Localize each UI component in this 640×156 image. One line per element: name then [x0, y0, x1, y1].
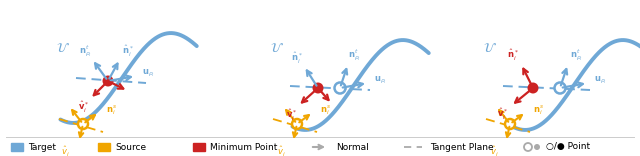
- FancyBboxPatch shape: [193, 143, 205, 151]
- Circle shape: [292, 119, 302, 129]
- Circle shape: [554, 83, 566, 93]
- Text: Target: Target: [28, 142, 56, 151]
- Text: $\mathbf{n}^t_{\rho_i}$: $\mathbf{n}^t_{\rho_i}$: [348, 47, 360, 63]
- Text: $\mathbf{u}_{\rho_i}$: $\mathbf{u}_{\rho_i}$: [141, 67, 154, 79]
- Text: ○/● Point: ○/● Point: [546, 142, 590, 151]
- Circle shape: [505, 119, 515, 129]
- FancyBboxPatch shape: [11, 143, 23, 151]
- Circle shape: [78, 119, 88, 129]
- Text: $\mathbf{n}^t_{\rho_i}$: $\mathbf{n}^t_{\rho_i}$: [570, 47, 582, 63]
- Circle shape: [102, 76, 113, 86]
- Text: $\mathcal{U}$: $\mathcal{U}$: [270, 41, 284, 54]
- Text: $\mathbf{u}_{\rho_i}$: $\mathbf{u}_{\rho_i}$: [593, 74, 607, 86]
- Text: $\hat{v}_i$: $\hat{v}_i$: [61, 145, 69, 156]
- Text: $\mathcal{U}$: $\mathcal{U}$: [56, 41, 70, 54]
- Text: $\mathcal{U}$: $\mathcal{U}$: [483, 41, 497, 54]
- Text: $\mathbf{n}^t_{\rho_i}$: $\mathbf{n}^t_{\rho_i}$: [79, 43, 92, 59]
- Text: $\hat{v}_i$: $\hat{v}_i$: [276, 145, 285, 156]
- Text: $\mathbf{n}^s_i$: $\mathbf{n}^s_i$: [532, 103, 543, 117]
- Text: Minimum Point: Minimum Point: [210, 142, 277, 151]
- Text: $\hat{\mathbf{n}}^*_i$: $\hat{\mathbf{n}}^*_i$: [291, 51, 303, 66]
- Text: Tangent Plane: Tangent Plane: [430, 142, 493, 151]
- Text: $\hat{\mathbf{n}}^*_i$: $\hat{\mathbf{n}}^*_i$: [507, 47, 519, 63]
- Text: $\hat{\mathbf{v}}^*_i$: $\hat{\mathbf{v}}^*_i$: [78, 100, 90, 115]
- Text: $\hat{v}_i$: $\hat{v}_i$: [490, 145, 499, 156]
- Text: Source: Source: [115, 142, 146, 151]
- Text: $\hat{\mathbf{n}}^*_i$: $\hat{\mathbf{n}}^*_i$: [122, 44, 134, 58]
- FancyBboxPatch shape: [98, 143, 110, 151]
- Text: $\hat{\mathbf{v}}^*_i$: $\hat{\mathbf{v}}^*_i$: [286, 107, 298, 122]
- Circle shape: [335, 83, 346, 93]
- Circle shape: [312, 83, 323, 93]
- Text: $\hat{\mathbf{v}}^*_i$: $\hat{\mathbf{v}}^*_i$: [497, 107, 509, 122]
- Text: Normal: Normal: [336, 142, 369, 151]
- Text: $\mathbf{n}^s_i$: $\mathbf{n}^s_i$: [319, 103, 330, 117]
- Text: $\mathbf{n}^s_i$: $\mathbf{n}^s_i$: [106, 103, 116, 117]
- Circle shape: [534, 144, 540, 150]
- Circle shape: [524, 143, 532, 151]
- Circle shape: [527, 83, 538, 93]
- Text: $\mathbf{u}_{\rho_i}$: $\mathbf{u}_{\rho_i}$: [374, 74, 387, 86]
